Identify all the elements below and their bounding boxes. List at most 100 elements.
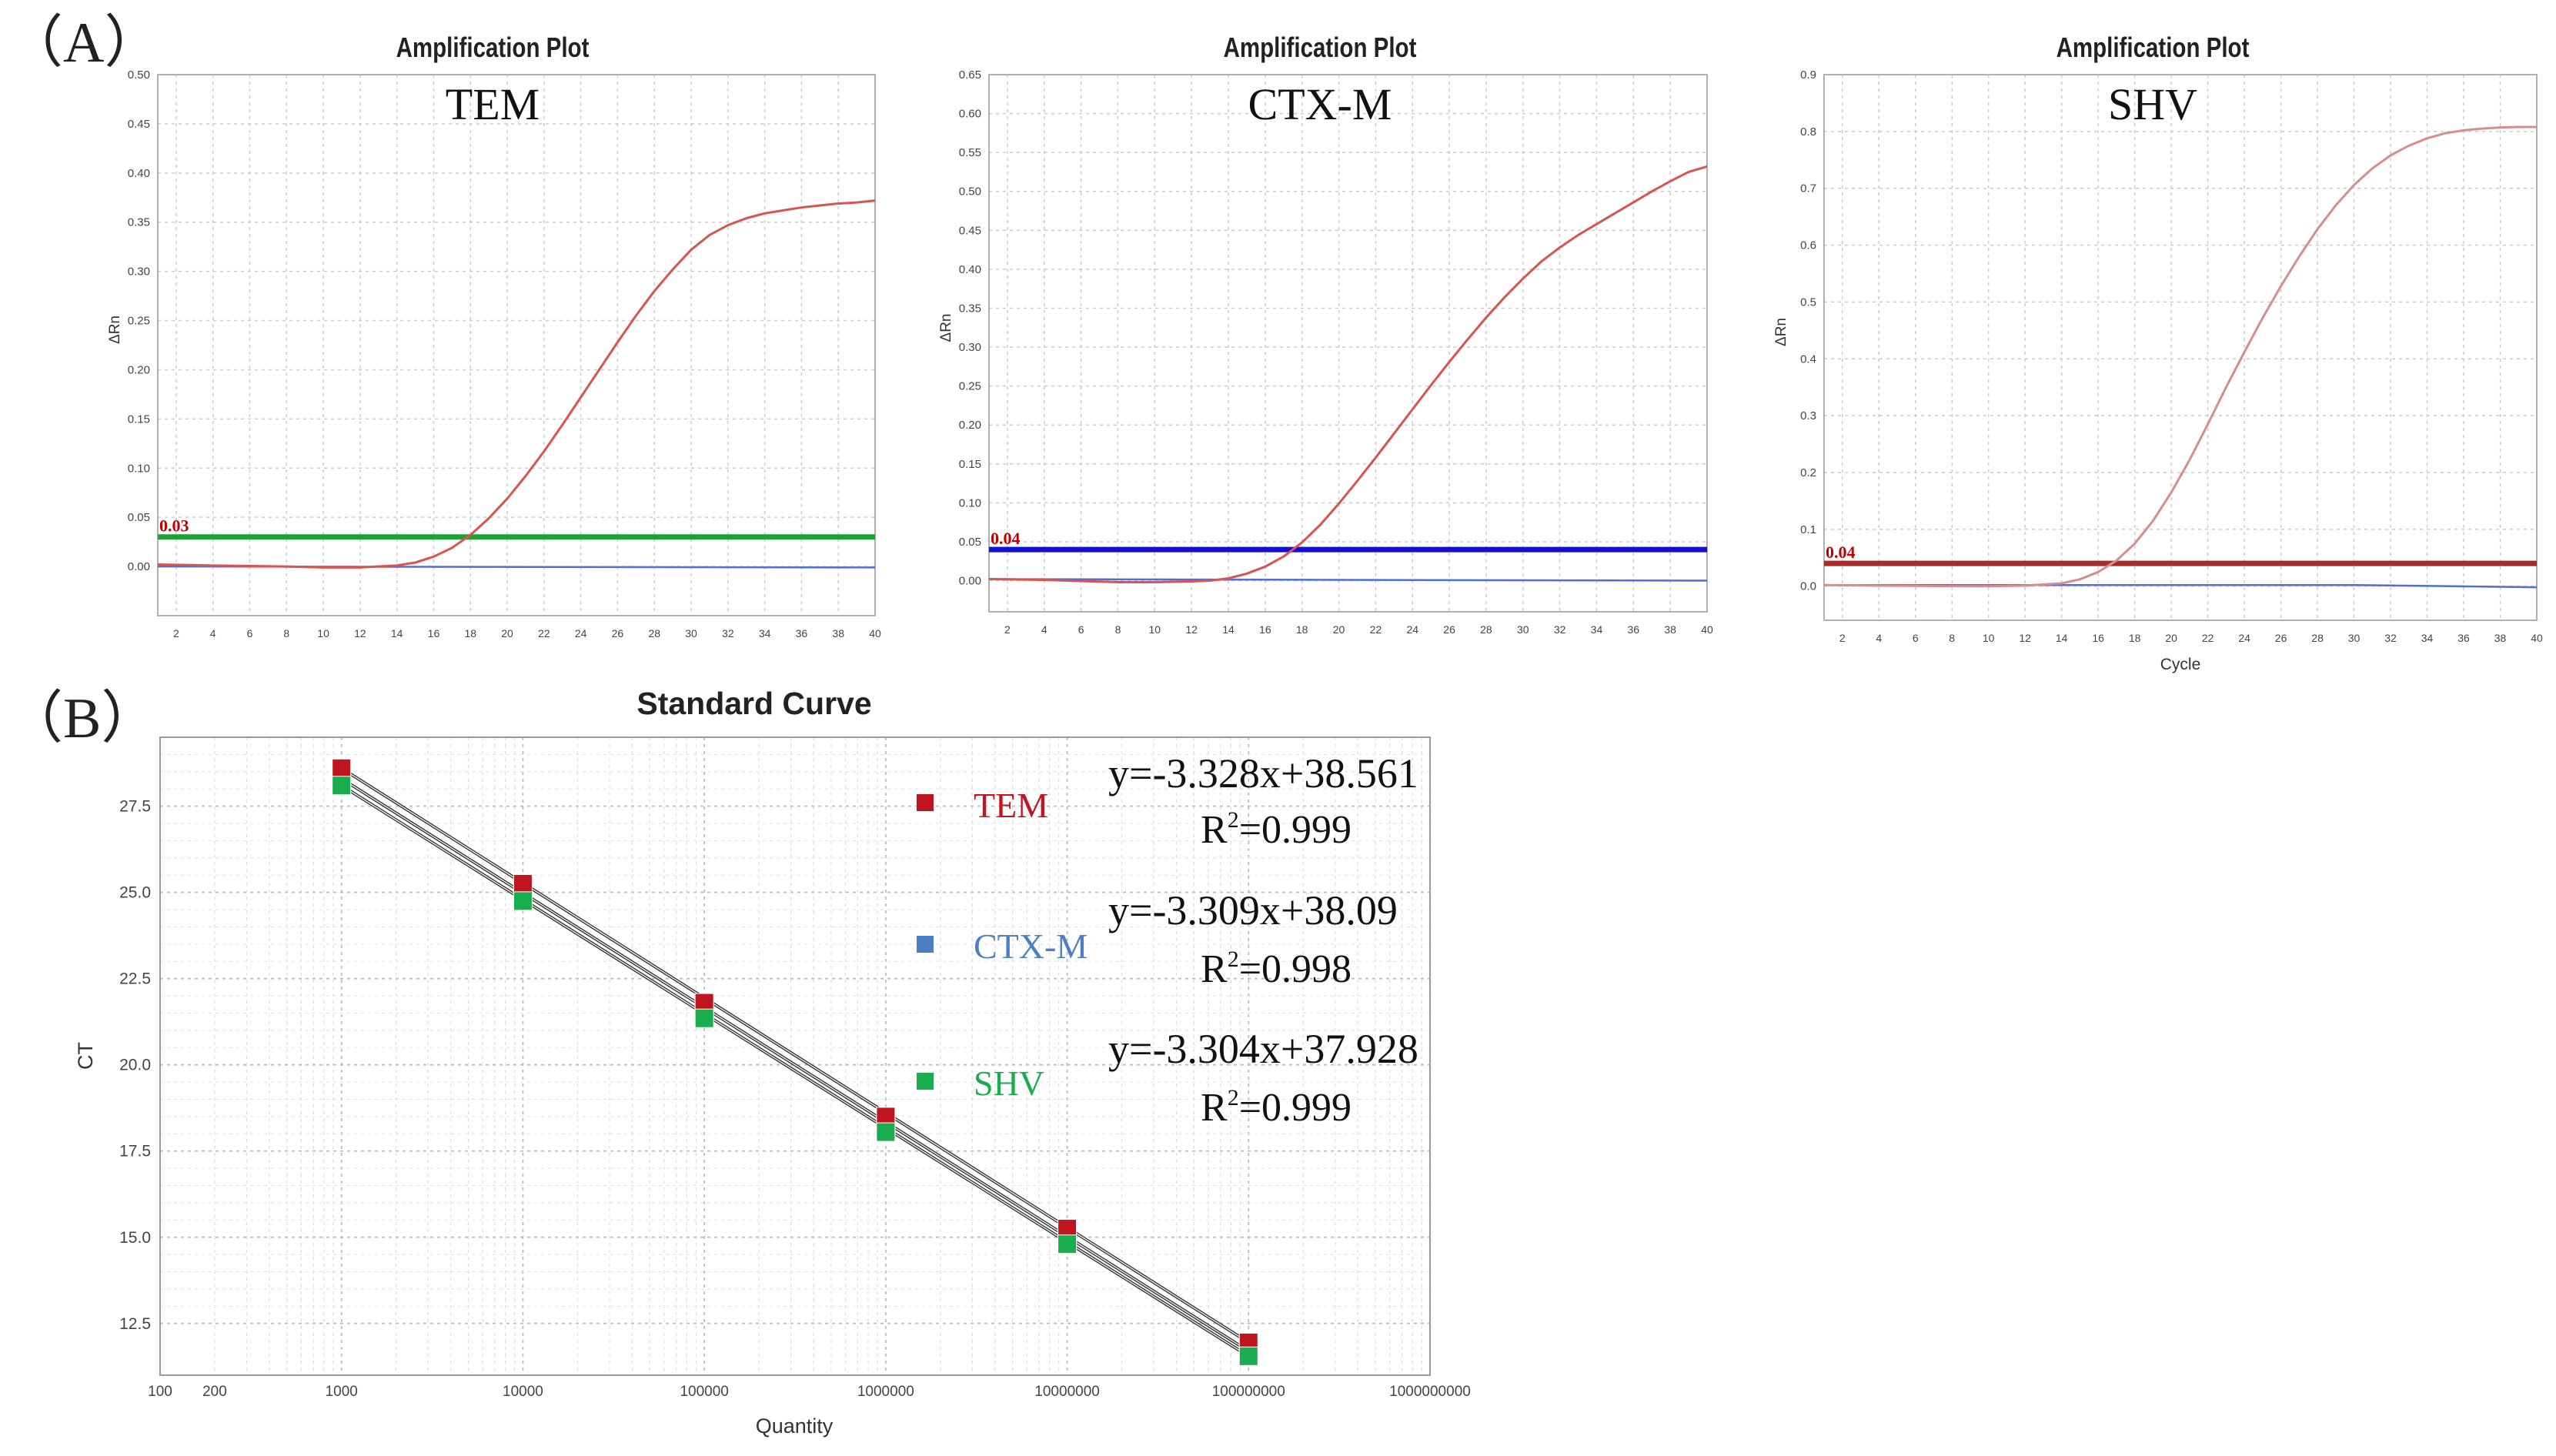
data-point-shv [513, 891, 533, 911]
x-tick-label: 8 [1949, 632, 1955, 644]
y-tick-label: 25.0 [119, 884, 151, 902]
x-tick-label: 4 [1041, 623, 1047, 636]
amplification-curve [157, 199, 876, 569]
r-squared-ctx-m: R2=0.998 [1201, 947, 1352, 991]
r-squared-prefix: R [1201, 947, 1228, 991]
y-tick-label: 0.00 [128, 560, 150, 573]
y-tick-label: 0.2 [1800, 466, 1816, 479]
amplification-plot-tem: 2 4 6 8 10 12 14 16 18 20 22 24 26 28 30 32 34 36 38 400.00… [107, 32, 881, 640]
plot-frame [1823, 74, 2538, 621]
plot-title: Amplification Plot [396, 32, 590, 62]
amplification-plot-ctx: 2 4 6 8 10 12 14 16 18 20 22 24 26 28 30 32 34 36 38 400.00… [938, 32, 1713, 636]
r-squared-superscript: 2 [1228, 807, 1239, 833]
panel-b-label: （B） [6, 687, 158, 750]
legend-label-shv: SHV [974, 1064, 1044, 1103]
x-tick-label: 28 [2311, 632, 2324, 644]
y-tick-label: 0.35 [128, 216, 150, 229]
x-tick-label: 36 [1628, 623, 1640, 636]
x-tick-label: 30 [2348, 632, 2361, 644]
x-tick-label: 32 [722, 627, 734, 640]
legend-label-tem: TEM [974, 786, 1048, 825]
x-tick-label: 12 [354, 627, 366, 640]
amplification-curve [988, 165, 1708, 584]
plot-title: Amplification Plot [2056, 32, 2250, 62]
x-tick-label: 14 [391, 627, 403, 640]
x-tick-label: 20 [501, 627, 513, 640]
y-tick-label: 22.5 [119, 970, 151, 988]
x-tick-label: 20 [2165, 632, 2177, 644]
y-tick-label: 0.3 [1800, 409, 1816, 422]
x-tick-label: 14 [1222, 623, 1235, 636]
x-tick-label: 24 [575, 627, 587, 640]
y-tick-label: 0.50 [128, 68, 150, 82]
x-tick-label: 10 [1983, 632, 1995, 644]
plot-title: Amplification Plot [1224, 32, 1417, 62]
y-tick-label: 0.30 [959, 341, 981, 354]
y-tick-label: 0.7 [1800, 182, 1816, 195]
x-tick-label: 26 [1443, 623, 1455, 636]
y-tick-label: 0.05 [128, 511, 150, 524]
x-tick-label: 32 [2384, 632, 2397, 644]
y-tick-label: 27.5 [119, 798, 151, 816]
y-tick-label: 0.4 [1800, 352, 1816, 366]
x-tick-label: 38 [1664, 623, 1676, 636]
x-tick-label: 36 [796, 627, 808, 640]
data-point-shv [876, 1122, 896, 1142]
x-tick-label: 28 [1480, 623, 1492, 636]
y-tick-label: 0.15 [128, 412, 150, 426]
y-tick-label: 0.35 [959, 302, 981, 315]
legend-entry-tem: TEM y=-3.328x+38.561 R2=0.999 [917, 750, 1418, 852]
x-tick-label: 18 [1296, 623, 1308, 636]
x-tick-label: 6 [1913, 632, 1919, 644]
equation-shv: y=-3.304x+37.928 [1108, 1026, 1418, 1072]
gene-label: TEM [446, 79, 540, 129]
legend-marker-shv [917, 1073, 934, 1090]
x-tick-label: 18 [2129, 632, 2141, 644]
standard-curve-chart: 100 200 1000 10000 100000 1000000 10000000 1000… [74, 686, 1471, 1438]
data-point-shv [1238, 1346, 1258, 1366]
y-tick-label: 0.00 [959, 575, 981, 588]
x-tick-label: 16 [2092, 632, 2104, 644]
x-tick-label: 2 [1839, 632, 1846, 644]
x-tick-label: 34 [1591, 623, 1603, 636]
data-point-shv [694, 1008, 714, 1028]
x-tick-label: 10000 [503, 1384, 543, 1400]
legend-entry-shv: SHV y=-3.304x+37.928 R2=0.999 [917, 1026, 1418, 1130]
x-tick-label: 2 [1004, 623, 1011, 636]
x-tick-label: 4 [210, 627, 216, 640]
x-tick-label: 40 [1701, 623, 1713, 636]
x-tick-label: 26 [612, 627, 624, 640]
r-squared-value: =0.998 [1239, 947, 1352, 991]
y-axis-label: ΔRn [1773, 318, 1789, 346]
x-tick-label: 30 [685, 627, 697, 640]
data-point-shv [1057, 1234, 1078, 1254]
y-tick-label: 0.25 [959, 380, 981, 393]
x-tick-label: 22 [1370, 623, 1382, 636]
gene-label: CTX-M [1248, 79, 1392, 129]
y-axis-label: CT [74, 1042, 97, 1070]
x-tick-label: 24 [2238, 632, 2250, 644]
x-tick-label: 1000000 [857, 1384, 914, 1400]
x-tick-label: 10000000 [1034, 1384, 1100, 1400]
data-point-shv [332, 776, 352, 796]
x-tick-label: 8 [283, 627, 289, 640]
regression-line-highlight [341, 778, 1249, 1352]
y-tick-label: 17.5 [119, 1143, 151, 1160]
x-tick-label: 20 [1333, 623, 1345, 636]
x-tick-label: 38 [832, 627, 844, 640]
x-tick-label: 16 [428, 627, 440, 640]
x-tick-label: 24 [1406, 623, 1418, 636]
y-tick-label: 0.40 [959, 263, 981, 276]
gene-label: SHV [2108, 79, 2197, 129]
x-tick-label: 32 [1554, 623, 1566, 636]
y-tick-label: 0.25 [128, 315, 150, 328]
amplification-plot-shv: 2 4 6 8 10 12 14 16 18 20 22 24 26 28 30 32 34 36 38 400.00… [1773, 32, 2543, 673]
y-tick-label: 12.5 [119, 1315, 151, 1333]
r-squared-value: =0.999 [1239, 808, 1352, 852]
legend-entry-ctx-m: CTX-M y=-3.309x+38.09 R2=0.998 [917, 887, 1398, 991]
y-tick-label: 0.8 [1800, 125, 1816, 139]
y-tick-label: 0.10 [128, 462, 150, 475]
y-tick-label: 0.6 [1800, 239, 1816, 252]
data-point-tem [513, 873, 533, 893]
